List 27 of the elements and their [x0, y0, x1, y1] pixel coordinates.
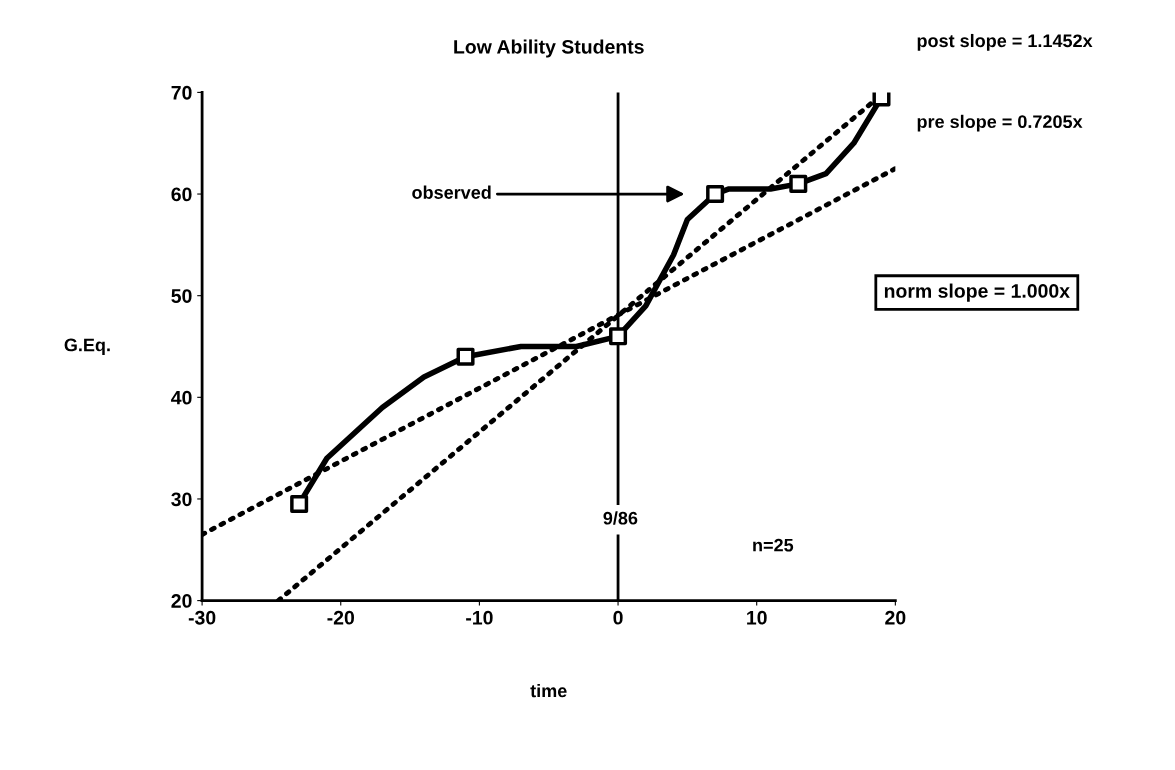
point	[456, 347, 475, 366]
text: pre slope = 0.7205x	[917, 114, 1083, 132]
annotation: observed	[412, 185, 491, 199]
point	[706, 185, 725, 204]
point	[872, 92, 891, 107]
annotation: 9/86	[603, 511, 638, 525]
text: post slope = 1.1452x	[917, 33, 1093, 51]
y-tick-label: 70	[171, 85, 192, 100]
point	[609, 327, 628, 346]
x-tick-label: -10	[466, 610, 493, 625]
y-axis-title: G.Eq.	[64, 338, 110, 355]
x-tick-label: -20	[327, 610, 355, 625]
x-axis-title: time	[530, 684, 567, 698]
annotation: norm slope = 1.000x	[884, 283, 1070, 302]
point	[290, 495, 309, 514]
y-tick-label: 20	[171, 594, 192, 608]
y-tick-label: 60	[171, 187, 192, 202]
x-tick-label: -30	[188, 610, 216, 625]
point	[789, 174, 808, 193]
x-tick-label: 10	[747, 610, 767, 625]
y-tick-label: 40	[171, 390, 192, 405]
y-tick-label: 30	[171, 492, 192, 507]
annotation: n=25	[753, 538, 794, 552]
y-tick-label: 50	[171, 289, 192, 303]
chart-title: Low Ability Students	[454, 39, 644, 58]
x-tick-label: 20	[885, 610, 906, 625]
x-tick-label: 0	[613, 610, 623, 625]
